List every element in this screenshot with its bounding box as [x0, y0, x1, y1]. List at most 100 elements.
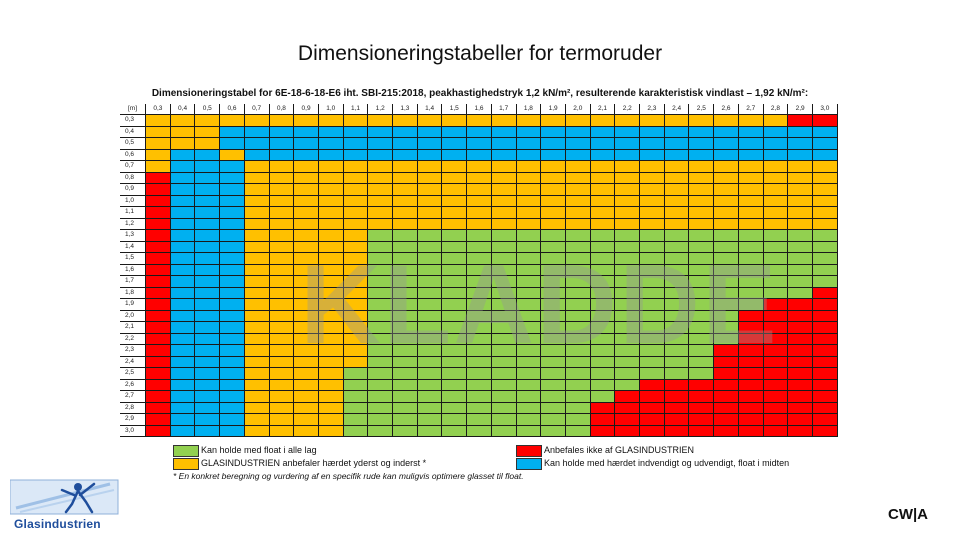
- table-cell: [195, 115, 221, 127]
- row-header: 2,8: [120, 402, 146, 414]
- table-cell: [146, 276, 171, 288]
- table-cell: [788, 207, 813, 219]
- table-cell: [343, 414, 369, 426]
- table-cell: [615, 425, 641, 437]
- table-cell: [343, 161, 369, 173]
- table-cell: [417, 253, 443, 265]
- table-cell: [195, 207, 221, 219]
- table-cell: [343, 322, 369, 334]
- table-cell: [812, 207, 838, 219]
- table-cell: [244, 264, 270, 276]
- table-cell: [788, 287, 813, 299]
- table-cell: [516, 299, 542, 311]
- table-cell: [220, 149, 245, 161]
- table-cell: [714, 414, 739, 426]
- table-cell: [615, 356, 641, 368]
- table-cell: [146, 322, 171, 334]
- table-cell: [318, 276, 344, 288]
- table-cell: [788, 333, 813, 345]
- table-cell: [491, 402, 517, 414]
- table-cell: [812, 414, 838, 426]
- table-cell: [590, 218, 616, 230]
- table-cell: [417, 414, 443, 426]
- table-cell: [738, 414, 764, 426]
- table-cell: [368, 207, 394, 219]
- table-cell: [467, 345, 492, 357]
- table-cell: [195, 287, 221, 299]
- table-cell: [417, 379, 443, 391]
- table-cell: [689, 241, 715, 253]
- table-cell: [318, 253, 344, 265]
- table-cell: [689, 356, 715, 368]
- table-cell: [393, 402, 418, 414]
- table-cell: [590, 414, 616, 426]
- table-cell: [170, 287, 196, 299]
- table-cell: [294, 276, 319, 288]
- table-cell: [368, 299, 394, 311]
- table-cell: [467, 241, 492, 253]
- table-cell: [220, 241, 245, 253]
- table-cell: [664, 264, 690, 276]
- table-cell: [417, 276, 443, 288]
- table-cell: [565, 276, 591, 288]
- table-cell: [763, 230, 789, 242]
- table-cell: [368, 138, 394, 150]
- table-cell: [590, 402, 616, 414]
- table-cell: [788, 299, 813, 311]
- table-cell: [417, 172, 443, 184]
- table-cell: [417, 391, 443, 403]
- table-cell: [393, 241, 418, 253]
- table-cell: [393, 253, 418, 265]
- table-cell: [763, 310, 789, 322]
- table-cell: [763, 322, 789, 334]
- table-cell: [368, 322, 394, 334]
- table-cell: [244, 276, 270, 288]
- table-cell: [417, 138, 443, 150]
- table-cell: [812, 425, 838, 437]
- table-cell: [788, 402, 813, 414]
- table-cell: [393, 149, 418, 161]
- table-cell: [269, 241, 295, 253]
- table-cell: [244, 218, 270, 230]
- table-cell: [318, 414, 344, 426]
- table-cell: [640, 322, 665, 334]
- table-cell: [318, 345, 344, 357]
- table-cell: [689, 138, 715, 150]
- table-cell: [714, 115, 739, 127]
- table-cell: [516, 310, 542, 322]
- table-cell: [146, 310, 171, 322]
- table-cell: [788, 195, 813, 207]
- table-cell: [640, 391, 665, 403]
- table-cell: [318, 287, 344, 299]
- table-cell: [318, 356, 344, 368]
- table-cell: [269, 402, 295, 414]
- table-cell: [738, 310, 764, 322]
- table-cell: [220, 414, 245, 426]
- table-cell: [442, 218, 468, 230]
- table-cell: [220, 276, 245, 288]
- table-cell: [565, 253, 591, 265]
- column-header: 3,0: [812, 104, 838, 115]
- table-cell: [467, 195, 492, 207]
- table-cell: [195, 368, 221, 380]
- table-cell: [541, 230, 566, 242]
- table-cell: [565, 299, 591, 311]
- table-cell: [615, 379, 641, 391]
- table-cell: [294, 414, 319, 426]
- table-cell: [516, 345, 542, 357]
- column-header: 2,3: [640, 104, 665, 115]
- table-cell: [640, 241, 665, 253]
- table-cell: [195, 126, 221, 138]
- table-cell: [368, 149, 394, 161]
- table-cell: [318, 241, 344, 253]
- row-header: 1,0: [120, 195, 146, 207]
- table-cell: [763, 195, 789, 207]
- table-cell: [664, 414, 690, 426]
- table-cell: [269, 299, 295, 311]
- table-cell: [491, 345, 517, 357]
- table-cell: [541, 138, 566, 150]
- table-cell: [590, 287, 616, 299]
- table-cell: [812, 276, 838, 288]
- table-cell: [565, 149, 591, 161]
- column-header: 1,9: [541, 104, 566, 115]
